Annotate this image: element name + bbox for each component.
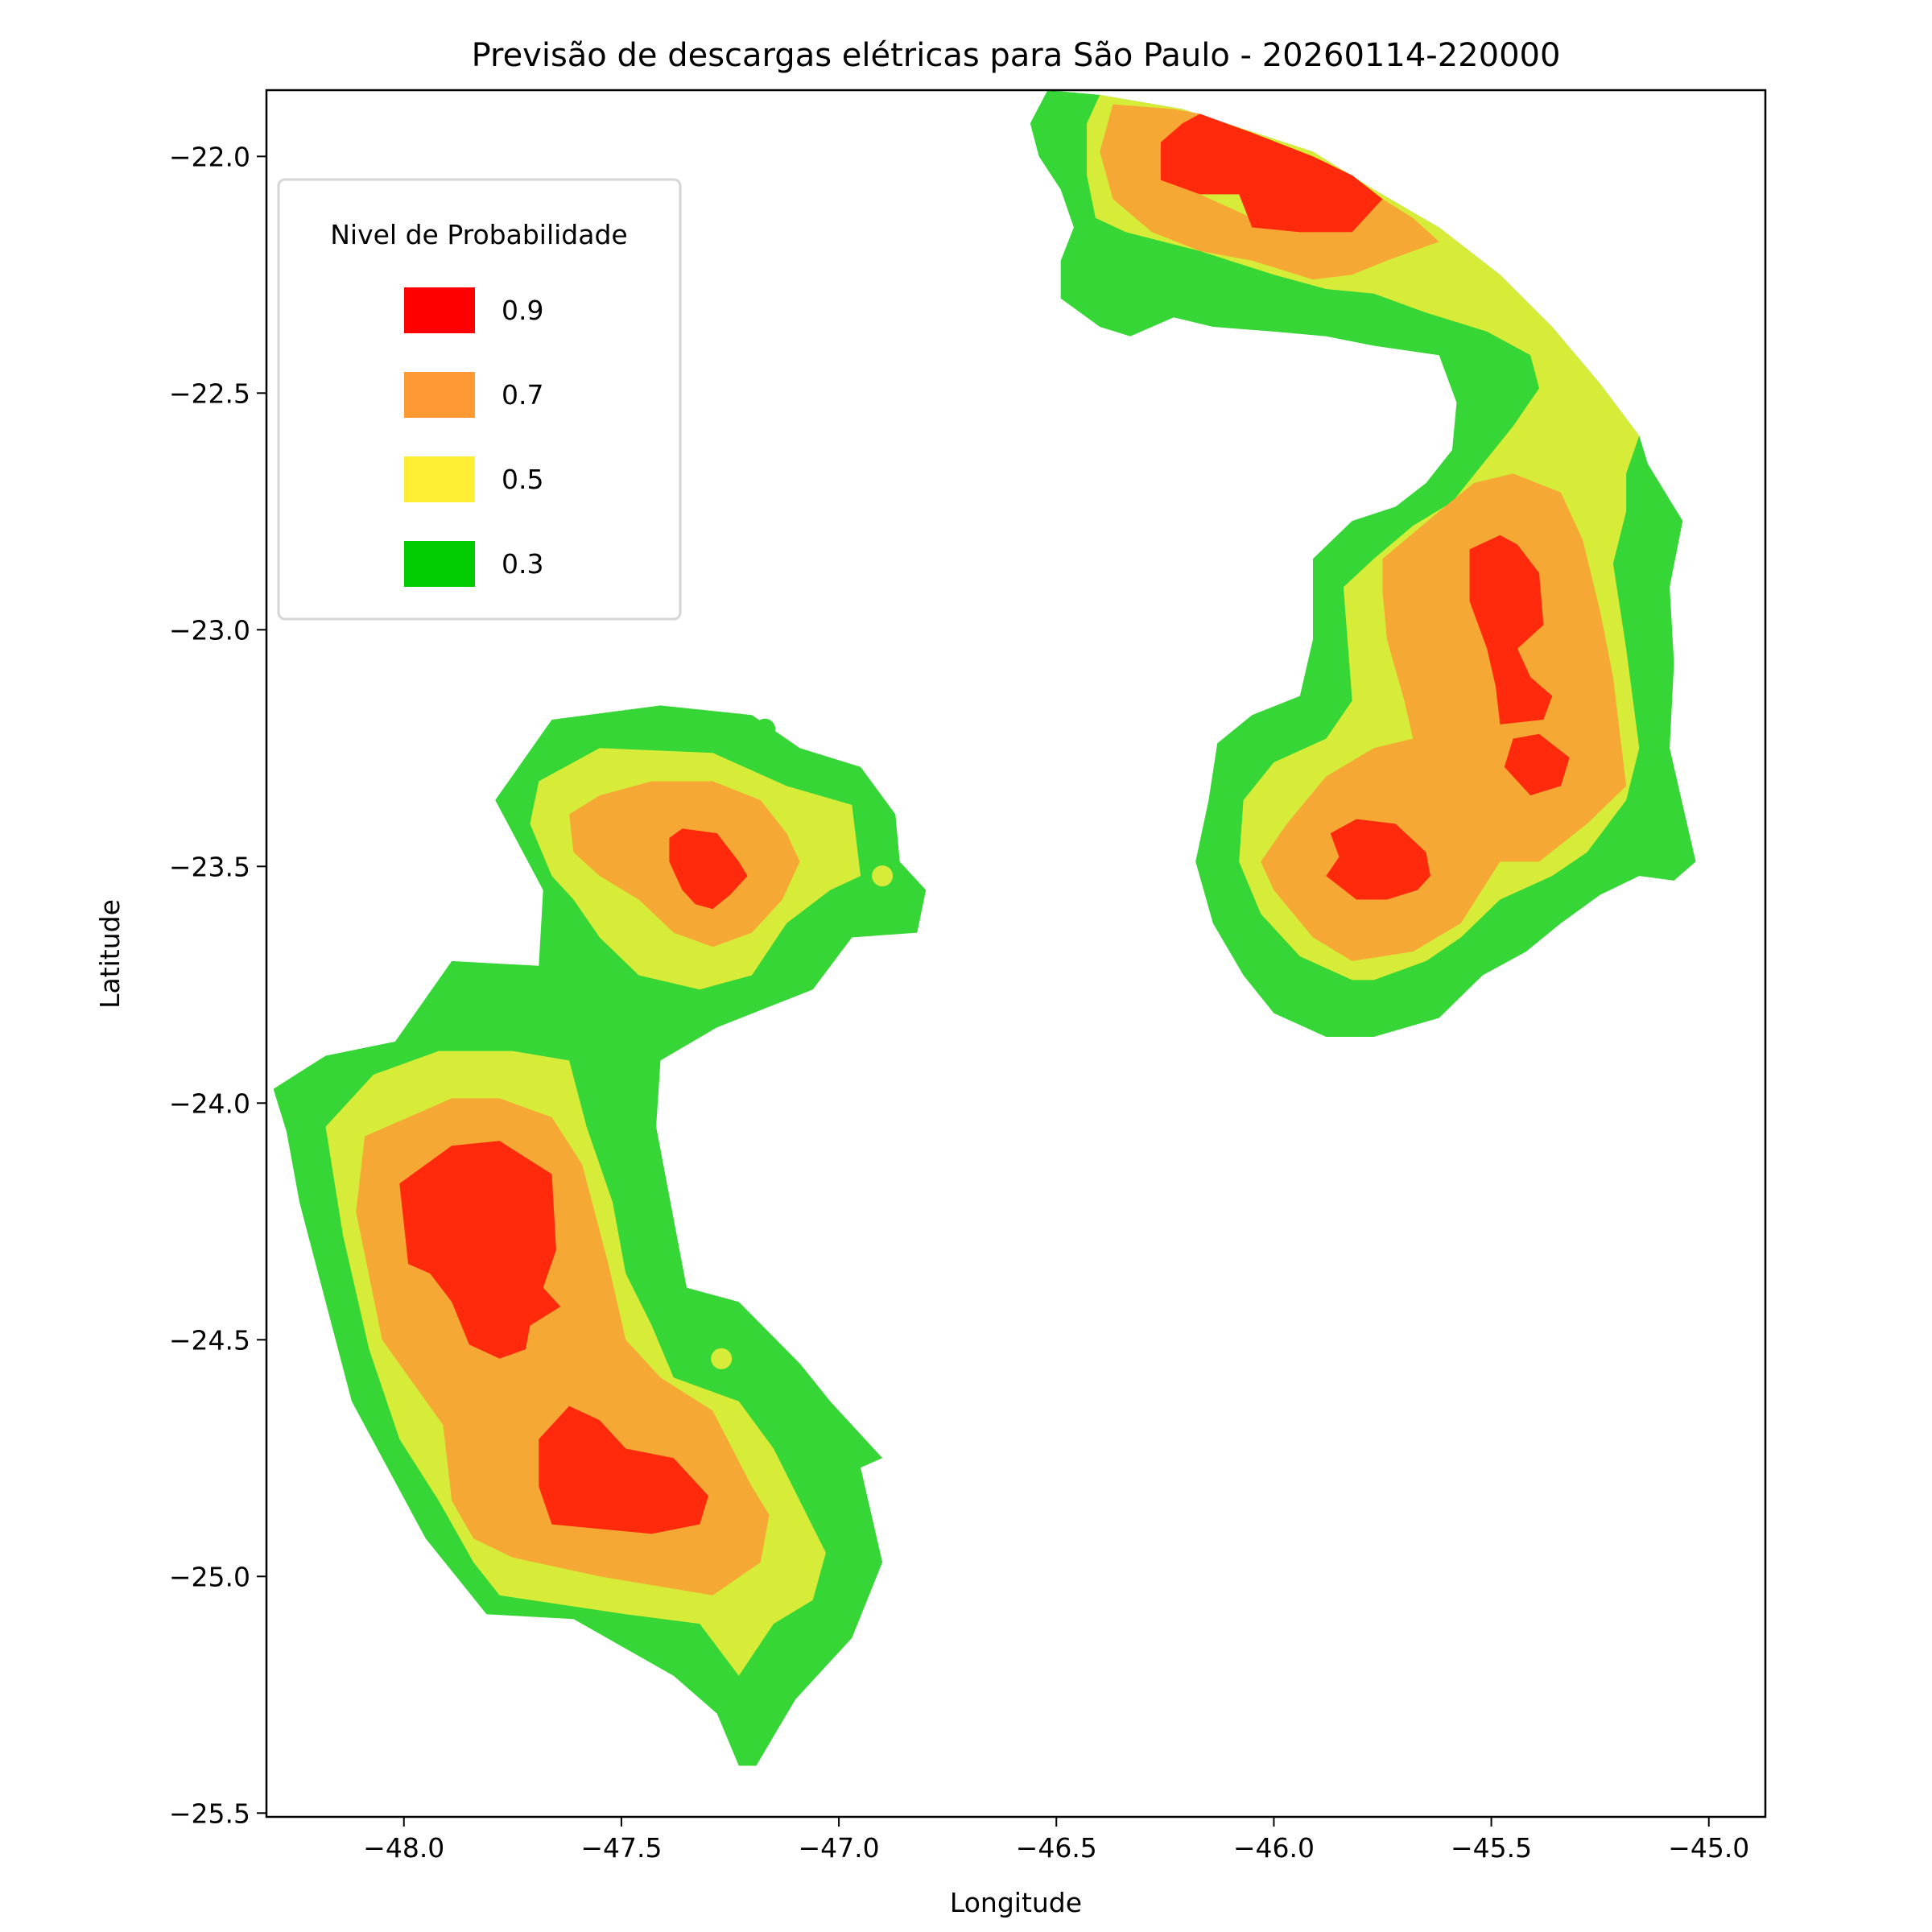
chart-title: Previsão de descargas elétricas para São… bbox=[472, 37, 1561, 74]
x-axis: −48.0 −47.5 −47.0 −46.5 −46.0 −45.5 −45.0 bbox=[363, 1817, 1749, 1864]
x-tick-label: −46.5 bbox=[1016, 1832, 1097, 1864]
legend-label: 0.5 bbox=[502, 464, 543, 495]
contour-region-09-15 bbox=[1326, 819, 1430, 900]
contour-spot-0 bbox=[754, 718, 776, 740]
legend-swatch-03 bbox=[404, 541, 475, 587]
legend-label: 0.9 bbox=[502, 295, 543, 326]
legend-swatch-05 bbox=[404, 456, 475, 502]
contour-region-09-13 bbox=[1469, 535, 1553, 724]
x-tick-label: −48.0 bbox=[363, 1832, 444, 1864]
legend-label: 0.3 bbox=[502, 548, 543, 580]
y-tick-label: −23.5 bbox=[169, 851, 250, 882]
y-tick-label: −24.5 bbox=[169, 1324, 250, 1356]
legend-title: Nivel de Probabilidade bbox=[330, 219, 627, 250]
y-axis: −22.0 −22.5 −23.0 −23.5 −24.0 −24.5 −25.0 −25.5 bbox=[169, 141, 266, 1829]
y-axis-label: Latitude bbox=[94, 899, 126, 1009]
x-tick-label: −45.0 bbox=[1668, 1832, 1749, 1864]
contour-region-09-6 bbox=[399, 1141, 561, 1359]
y-tick-label: −24.0 bbox=[169, 1088, 250, 1119]
y-tick-label: −25.0 bbox=[169, 1561, 250, 1592]
contour-region-07-10 bbox=[1100, 104, 1439, 280]
x-tick-label: −46.0 bbox=[1233, 1832, 1315, 1864]
x-tick-label: −45.5 bbox=[1451, 1832, 1532, 1864]
legend-label: 0.7 bbox=[502, 379, 543, 411]
legend-swatch-09 bbox=[404, 287, 475, 333]
y-tick-label: −23.0 bbox=[169, 614, 250, 646]
contour-spot-1 bbox=[872, 865, 894, 887]
x-tick-label: −47.5 bbox=[580, 1832, 662, 1864]
legend-swatch-07 bbox=[404, 372, 475, 418]
axes-frame bbox=[265, 89, 1767, 1818]
legend: Nivel de Probabilidade 0.9 0.7 0.5 0.3 bbox=[277, 178, 682, 621]
x-tick-label: −47.0 bbox=[799, 1832, 880, 1864]
y-tick-label: −22.0 bbox=[169, 141, 250, 172]
contour-region-09-11 bbox=[1160, 114, 1383, 233]
contour-region-09-7 bbox=[539, 1406, 708, 1534]
y-tick-label: −25.5 bbox=[169, 1798, 250, 1829]
contour-region-09-14 bbox=[1504, 733, 1570, 796]
y-tick-label: −22.5 bbox=[169, 378, 250, 409]
contour-spot-2 bbox=[711, 1348, 733, 1369]
x-axis-label: Longitude bbox=[950, 1887, 1082, 1918]
contour-region-09-5 bbox=[669, 828, 748, 910]
plot-area bbox=[273, 90, 1696, 1766]
legend-box bbox=[277, 178, 682, 621]
